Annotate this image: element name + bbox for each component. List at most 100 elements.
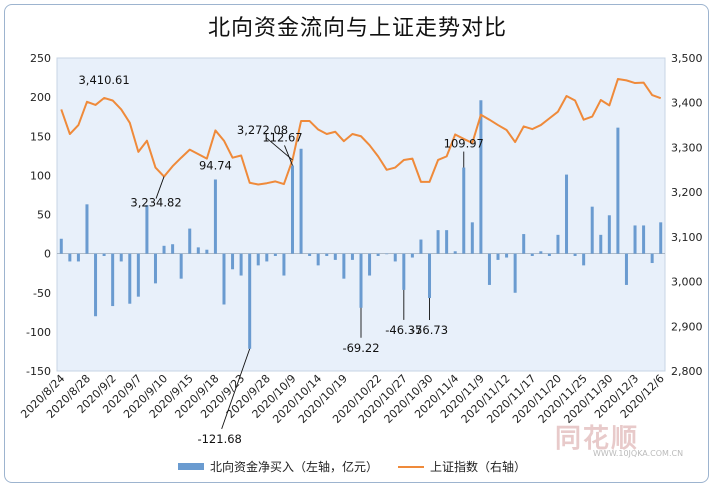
left-tick-label: -50 — [33, 287, 51, 300]
bar — [368, 253, 372, 276]
bar — [436, 230, 440, 254]
legend-label-line: 上证指数（右轴） — [430, 460, 527, 474]
annotation-leader — [155, 176, 165, 199]
chart-title: 北向资金流向与上证走势对比 — [207, 16, 507, 41]
right-tick-label: 3,300 — [671, 141, 703, 154]
watermark-logo: 同花顺 — [555, 424, 640, 454]
annotation-leader — [221, 348, 251, 429]
bar — [607, 215, 611, 254]
left-tick-label: 150 — [30, 130, 51, 143]
bar — [273, 253, 277, 256]
bar — [402, 253, 406, 290]
legend-swatch-bar — [178, 463, 204, 470]
bar — [650, 253, 654, 264]
right-tick-label: 3,100 — [671, 231, 703, 244]
annotations: 3,410.61 3,234.82 3,272.08 94.74 112.67 -121.… — [78, 73, 483, 446]
bar — [248, 253, 252, 349]
bar — [222, 253, 226, 305]
bar — [522, 234, 526, 254]
bar — [325, 253, 329, 256]
bar — [393, 253, 397, 262]
bar — [633, 225, 637, 254]
data-label: 3,410.61 — [78, 73, 129, 87]
bar — [505, 253, 509, 258]
bar — [487, 253, 491, 285]
left-tick-label: 0 — [44, 248, 51, 261]
bar — [565, 174, 569, 254]
left-tick-label: 50 — [37, 209, 51, 222]
bar — [76, 253, 80, 262]
bar — [265, 253, 269, 262]
data-label: -69.22 — [342, 341, 379, 355]
bar — [350, 253, 354, 260]
bar — [153, 253, 157, 284]
left-tick-label: 200 — [30, 91, 51, 104]
bar — [179, 253, 183, 279]
bar — [94, 253, 98, 317]
left-tick-label: -150 — [26, 365, 51, 378]
legend-label-bar: 北向资金净买入（左轴，亿元） — [210, 460, 379, 474]
bar — [616, 127, 620, 254]
bar — [111, 253, 115, 307]
bar-series — [59, 100, 663, 349]
data-label: 94.74 — [199, 158, 232, 172]
left-tick-label: 100 — [30, 169, 51, 182]
legend-item-bar: 北向资金净买入（左轴，亿元） — [178, 458, 378, 475]
bar — [231, 253, 235, 270]
bar — [624, 253, 628, 285]
right-axis: 2,800 2,900 3,000 3,100 3,200 3,300 3,400 3,500 — [671, 52, 703, 378]
legend-swatch-line — [398, 465, 424, 468]
watermark-url: WWW.10JQKA.COM.CN — [593, 449, 684, 458]
data-label: -121.68 — [197, 432, 241, 446]
bar — [145, 205, 149, 254]
annotation-leader — [266, 137, 293, 161]
bar — [213, 179, 217, 254]
bar — [85, 204, 89, 254]
right-tick-label: 3,500 — [671, 52, 703, 65]
bar — [239, 253, 243, 276]
bar — [385, 253, 389, 255]
data-label: 3,272.08 — [237, 123, 288, 137]
data-label: 3,234.82 — [130, 196, 181, 210]
bar — [316, 253, 320, 266]
bar — [659, 222, 663, 254]
right-tick-label: 3,000 — [671, 276, 703, 289]
bar — [128, 253, 132, 304]
left-tick-label: -100 — [26, 326, 51, 339]
bar — [162, 245, 166, 254]
bar — [342, 253, 346, 279]
bar — [256, 253, 260, 266]
index-line — [60, 78, 662, 186]
right-tick-label: 3,400 — [671, 97, 703, 110]
bar — [419, 239, 423, 254]
bar — [359, 253, 363, 308]
bar — [582, 253, 586, 266]
annotation-leader — [284, 145, 293, 166]
bar — [599, 234, 603, 254]
bar — [547, 253, 551, 256]
bar — [410, 253, 414, 258]
bar — [445, 230, 449, 254]
legend: 北向资金净买入（左轴，亿元） 上证指数（右轴） — [0, 458, 715, 476]
bar — [642, 225, 646, 254]
bar — [513, 253, 517, 293]
bar — [479, 100, 483, 254]
right-tick-label: 2,800 — [671, 365, 703, 378]
right-tick-label: 3,200 — [671, 186, 703, 199]
bar — [453, 251, 457, 254]
data-label: -46.37 — [385, 323, 422, 337]
bar — [496, 253, 500, 260]
bar — [171, 244, 175, 254]
bar — [462, 167, 466, 254]
left-axis: -150 -100 -50 0 50 100 150 200 250 — [26, 52, 51, 378]
bar — [556, 234, 560, 254]
data-label: 112.67 — [262, 130, 302, 144]
bar — [539, 251, 543, 254]
bar — [299, 148, 303, 254]
legend-item-line: 上证指数（右轴） — [398, 458, 526, 475]
bar — [290, 165, 294, 254]
data-label: 109.97 — [444, 137, 484, 151]
bar — [530, 253, 534, 256]
bar — [308, 253, 312, 256]
left-tick-label: 250 — [30, 52, 51, 65]
